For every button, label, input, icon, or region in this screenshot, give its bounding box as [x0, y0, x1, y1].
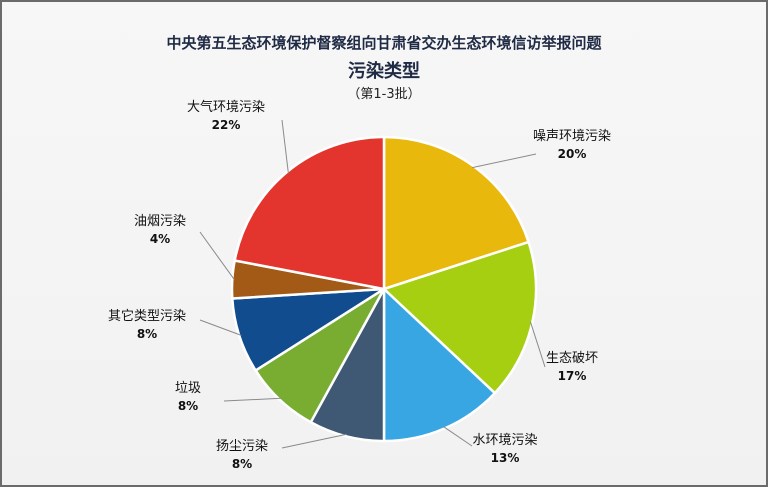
slice-value-label: 13%	[491, 451, 520, 465]
leader-line	[281, 119, 289, 174]
pie-slice	[381, 240, 538, 395]
chart-title: 中央第五生态环境保护督察组向甘肃省交办生态环境信访举报问题	[166, 34, 602, 52]
pie-slices	[230, 135, 538, 443]
leader-line	[443, 426, 473, 447]
slice-label: 油烟污染	[134, 214, 186, 229]
leader-line	[223, 397, 282, 402]
slice-value-label: 8%	[178, 399, 198, 413]
slice-value-label: 8%	[232, 457, 252, 471]
leader-line	[529, 321, 546, 368]
slice-value-label: 20%	[558, 147, 587, 161]
slice-label: 噪声环境污染	[533, 129, 611, 144]
pie-slice	[382, 135, 531, 291]
leader-line	[199, 319, 242, 336]
leader-line	[472, 153, 537, 169]
slice-label: 其它类型污染	[108, 308, 186, 324]
pie-slice	[382, 286, 497, 443]
slice-label: 水环境污染	[472, 433, 537, 448]
slice-value-label: 8%	[137, 327, 157, 341]
slice-label: 生态破坏	[546, 351, 598, 366]
leader-line	[199, 231, 235, 280]
chart-note: （第1-3批）	[347, 87, 420, 102]
leader-lines	[199, 119, 546, 449]
leader-line	[281, 433, 347, 449]
slice-label: 大气环境污染	[187, 99, 265, 115]
slice-value-label: 22%	[212, 118, 241, 132]
slice-label: 扬尘污染	[216, 439, 268, 454]
chart-subtitle: 污染类型	[348, 60, 420, 82]
slice-labels: 噪声环境污染 20% 生态破坏 17% 水环境污染 13% 扬尘污染 8% 垃圾 8% 其它类型污染…	[108, 99, 611, 471]
pie-slice	[233, 135, 386, 291]
slice-value-label: 17%	[558, 369, 587, 383]
slice-label: 垃圾	[175, 381, 201, 396]
slice-value-label: 4%	[150, 232, 170, 246]
